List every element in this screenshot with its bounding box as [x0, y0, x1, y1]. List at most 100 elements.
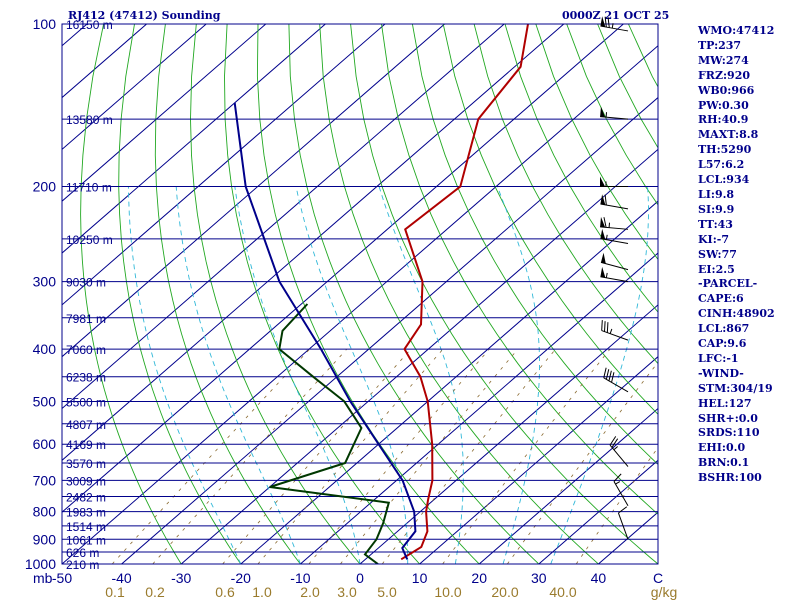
- stats-panel: WMO:47412 TP:237 MW:274 FRZ:920 WB0:966 PW:0.…: [698, 24, 800, 486]
- barb-half-flag: [605, 234, 608, 240]
- barb-staff: [613, 481, 629, 506]
- stat-item: WB0:966: [698, 83, 755, 97]
- mixing-ratio-label: 20.0: [491, 584, 518, 600]
- isotherm-line: [538, 459, 658, 564]
- stat-item: SW:77: [698, 247, 737, 261]
- barb-staff: [609, 444, 629, 467]
- wind-barb: [600, 216, 629, 230]
- barb-pennant: [600, 16, 606, 27]
- dewpoint-profile: [269, 303, 391, 564]
- height-label: 6238 m: [66, 371, 106, 385]
- wind-barb: [603, 367, 629, 393]
- moist-adiabat: [378, 186, 464, 564]
- barb-flag: [605, 369, 610, 380]
- temperature-tick-label: -50: [52, 570, 72, 586]
- barb-flag: [603, 367, 607, 378]
- barb-pennant: [600, 216, 606, 228]
- barb-flag: [613, 473, 622, 482]
- height-label: 2482 m: [66, 491, 106, 505]
- isotherm-line: [62, 24, 207, 151]
- height-label: 13580 m: [66, 113, 113, 127]
- stat-item: STM:304/19: [698, 381, 773, 395]
- stat-item: -WIND-: [698, 366, 744, 380]
- wind-barb: [609, 436, 629, 467]
- isotherm-line: [180, 148, 658, 564]
- barb-pennant: [600, 252, 606, 264]
- stat-item: EHI:0.0: [698, 441, 746, 455]
- pressure-tick-label: 400: [33, 341, 57, 357]
- height-label: 3009 m: [66, 474, 106, 488]
- mixing-ratio-label: 0.1: [105, 584, 125, 600]
- barb-staff: [617, 512, 629, 540]
- temperature-tick-label: 20: [471, 570, 487, 586]
- stat-item: SRDS:110: [698, 426, 760, 440]
- temperature-tick-label: 40: [591, 570, 607, 586]
- wind-barb: [600, 252, 629, 271]
- isotherm-line: [62, 24, 565, 462]
- wind-barb: [600, 16, 629, 32]
- barb-flag: [601, 320, 603, 331]
- height-label: 210 m: [66, 558, 99, 572]
- barb-half-flag: [609, 328, 613, 334]
- temperature-tick-label: C: [653, 570, 663, 586]
- mixing-ratio-line: [222, 348, 412, 564]
- height-label: 5500 m: [66, 395, 106, 409]
- pressure-tick-label: 700: [33, 472, 57, 488]
- barb-pennant: [600, 228, 606, 240]
- barb-flag: [603, 217, 607, 228]
- mixing-ratio-label: 0.6: [215, 584, 235, 600]
- pressure-unit-label: mb: [33, 570, 53, 586]
- mixing-ratio-label: 0.2: [145, 584, 165, 600]
- mixing-ratio-label: 3.0: [337, 584, 357, 600]
- stat-item: MW:274: [698, 53, 749, 67]
- barb-half-flag: [611, 23, 614, 29]
- barb-flag: [606, 322, 609, 333]
- wind-barb: [601, 320, 629, 341]
- stat-item: SI:9.9: [698, 202, 735, 216]
- pressure-tick-label: 800: [33, 504, 57, 520]
- isotherm-line: [62, 24, 267, 202]
- mixing-ratio-label: 40.0: [549, 584, 576, 600]
- height-label: 4169 m: [66, 438, 106, 452]
- stat-item: HEL:127: [698, 396, 752, 410]
- wind-barb: [600, 106, 629, 120]
- mixing-ratio-line: [111, 348, 310, 564]
- temperature-tick-label: -30: [171, 570, 191, 586]
- barb-flag: [607, 17, 610, 28]
- height-label: 16150 m: [66, 18, 113, 32]
- observation-time: 0000Z 21 OCT 25: [562, 9, 670, 22]
- stat-item: KI:-7: [698, 232, 729, 246]
- isotherm-line: [419, 356, 658, 564]
- temperature-tick-label: 0: [356, 570, 364, 586]
- barb-flag: [604, 16, 607, 28]
- wind-barb: [600, 266, 629, 283]
- temperature-tick-label: 30: [531, 570, 547, 586]
- temperature-tick-label: -10: [290, 570, 310, 586]
- height-label: 4807 m: [66, 418, 106, 432]
- parcel-trace: [233, 102, 417, 560]
- barb-flag: [604, 194, 607, 206]
- barb-flag: [611, 372, 615, 383]
- stat-item: PW:0.30: [698, 98, 749, 112]
- stat-item: BRN:0.1: [698, 456, 750, 470]
- wind-barb: [613, 473, 629, 506]
- stat-item: MAXT:8.8: [698, 128, 759, 142]
- isotherm-line: [62, 45, 658, 564]
- moist-adiabat: [234, 186, 361, 564]
- barb-flag: [609, 436, 617, 446]
- height-label: 10250 m: [66, 233, 113, 247]
- stat-item: EI:2.5: [698, 262, 735, 276]
- wind-barb: [600, 194, 629, 210]
- stat-item: CAPE:6: [698, 292, 744, 306]
- barb-half-flag: [605, 272, 608, 278]
- pressure-tick-label: 300: [33, 274, 57, 290]
- pressure-tick-label: 100: [33, 16, 57, 32]
- station-title: RJ412 (47412) Sounding: [68, 9, 221, 22]
- stat-item: CAP:9.6: [698, 337, 747, 351]
- pressure-tick-label: 200: [33, 179, 57, 195]
- stat-item: LFC:-1: [698, 351, 739, 365]
- wind-barb: [617, 506, 629, 540]
- wind-barbs: [600, 16, 629, 540]
- isotherm-line: [62, 24, 386, 306]
